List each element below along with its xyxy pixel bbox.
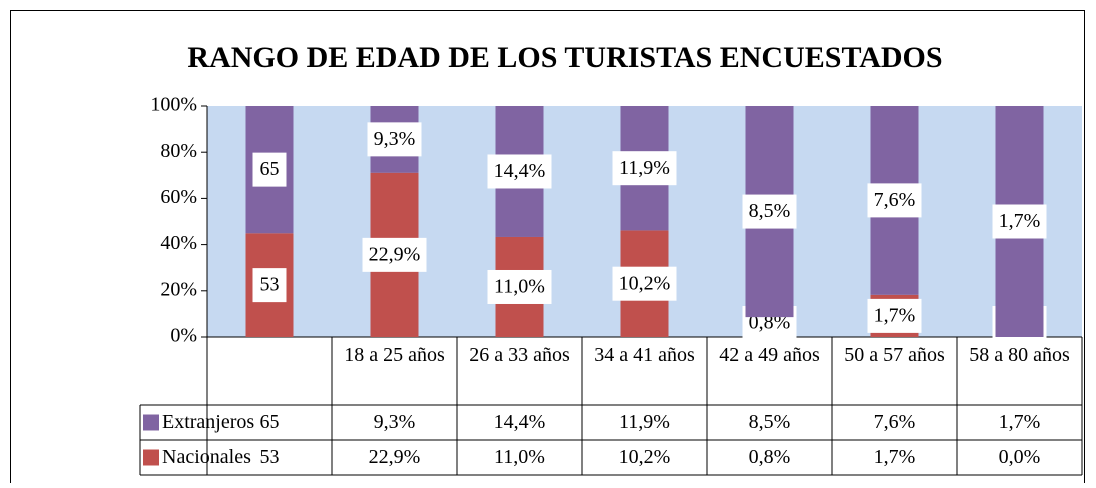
data-label: 14,4% bbox=[487, 154, 552, 189]
table-cell: 7,6% bbox=[874, 411, 916, 433]
data-label: 11,0% bbox=[487, 269, 552, 304]
data-label-box bbox=[487, 269, 552, 304]
table-cell: 11,9% bbox=[619, 411, 670, 433]
x-tick-label: 26 a 33 años bbox=[469, 344, 570, 366]
table-cell: 65 bbox=[260, 411, 280, 433]
table-cell: 22,9% bbox=[369, 446, 421, 468]
data-label-box bbox=[252, 152, 287, 187]
data-label: 1,7% bbox=[992, 204, 1047, 239]
data-label-text: 1,7% bbox=[999, 210, 1041, 232]
data-label-text: 8,5% bbox=[749, 200, 791, 222]
data-label-box bbox=[992, 204, 1047, 239]
x-tick-label: 34 a 41 años bbox=[594, 344, 695, 366]
table-cell: 11,0% bbox=[494, 446, 545, 468]
legend-swatch bbox=[143, 449, 159, 466]
y-tick-label: 80% bbox=[160, 140, 197, 162]
legend-label: Extranjeros bbox=[162, 411, 254, 433]
x-category-cell: 58 a 80 años bbox=[969, 344, 1070, 366]
x-category-cell: 34 a 41 años bbox=[594, 344, 695, 366]
y-tick-label: 0% bbox=[170, 325, 197, 347]
chart-title: RANGO DE EDAD DE LOS TURISTAS ENCUESTADO… bbox=[187, 41, 942, 74]
data-label: 9,3% bbox=[367, 122, 422, 157]
y-tick-label: 60% bbox=[160, 186, 197, 208]
x-tick-label: 42 a 49 años bbox=[719, 344, 820, 366]
data-label-text: 11,0% bbox=[494, 276, 545, 298]
table-cell: 8,5% bbox=[749, 411, 791, 433]
x-category-cell: 50 a 57 años bbox=[844, 344, 945, 366]
y-tick-label: 40% bbox=[160, 232, 197, 254]
data-label-text: 22,9% bbox=[369, 243, 421, 265]
data-label-box bbox=[867, 298, 922, 333]
table-cell: 1,7% bbox=[874, 446, 916, 468]
data-label: 10,2% bbox=[612, 266, 677, 301]
y-tick-label: 100% bbox=[150, 94, 197, 116]
data-label: 65 bbox=[252, 152, 287, 187]
data-label-text: 14,4% bbox=[494, 160, 546, 182]
table-cell: 9,3% bbox=[374, 411, 416, 433]
data-label-box bbox=[742, 194, 797, 229]
data-label-box bbox=[367, 122, 422, 157]
x-tick-label bbox=[217, 337, 322, 343]
data-label-box bbox=[252, 268, 287, 303]
data-label: 22,9% bbox=[362, 237, 427, 272]
data-label: 8,5% bbox=[742, 194, 797, 229]
table-cell: 1,7% bbox=[999, 411, 1041, 433]
data-label-box bbox=[612, 266, 677, 301]
x-category-cell bbox=[207, 337, 332, 405]
data-label: 53 bbox=[252, 268, 287, 303]
data-label-box bbox=[612, 151, 677, 186]
data-label-box bbox=[867, 183, 922, 218]
data-label: 7,6% bbox=[867, 183, 922, 218]
data-label-text: 9,3% bbox=[374, 128, 416, 150]
legend-swatch bbox=[143, 414, 159, 431]
table-cell: 0,0% bbox=[999, 446, 1041, 468]
data-label-box bbox=[362, 237, 427, 272]
y-tick-label: 20% bbox=[160, 278, 197, 300]
data-label: 1,7% bbox=[867, 298, 922, 333]
data-label-text: 1,7% bbox=[874, 304, 916, 326]
legend-label: Nacionales bbox=[162, 446, 251, 468]
data-label-text: 53 bbox=[260, 274, 280, 296]
x-tick-label: 18 a 25 años bbox=[344, 344, 445, 366]
data-label-box bbox=[487, 154, 552, 189]
table-cell: 0,8% bbox=[749, 446, 791, 468]
x-tick-label: 50 a 57 años bbox=[844, 344, 945, 366]
data-label-text: 10,2% bbox=[619, 272, 671, 294]
table-cell: 10,2% bbox=[619, 446, 671, 468]
data-label: 11,9% bbox=[612, 151, 677, 186]
x-category-cell: 26 a 33 años bbox=[469, 344, 570, 366]
data-label-text: 11,9% bbox=[619, 157, 670, 179]
table-cell: 53 bbox=[260, 446, 280, 468]
data-label-text: 65 bbox=[260, 158, 280, 180]
table-cell: 14,4% bbox=[494, 411, 546, 433]
x-category-cell: 18 a 25 años bbox=[344, 344, 445, 366]
x-category-cell: 42 a 49 años bbox=[719, 344, 820, 366]
data-label-text: 7,6% bbox=[874, 189, 916, 211]
x-tick-label: 58 a 80 años bbox=[969, 344, 1070, 366]
